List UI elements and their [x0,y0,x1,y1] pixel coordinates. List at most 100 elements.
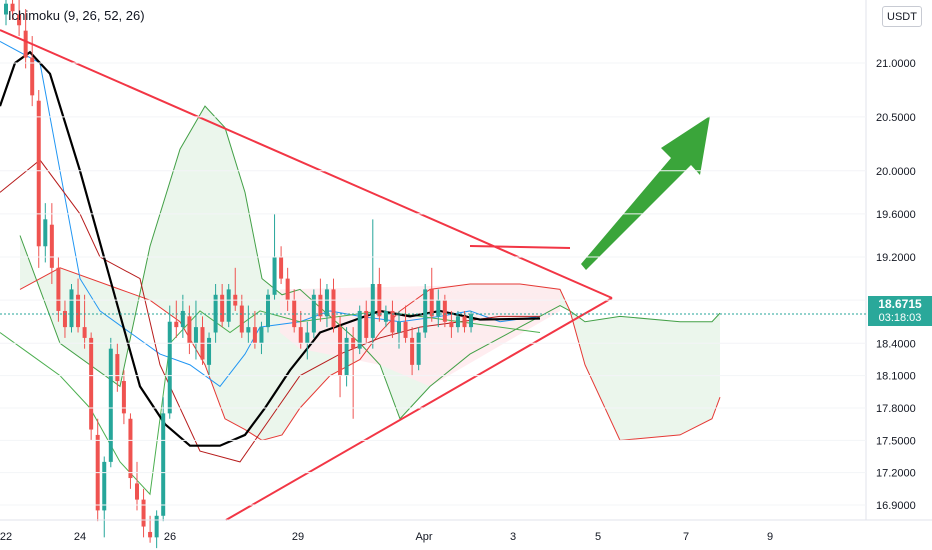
candle-body [161,413,166,516]
x-tick-label: 24 [74,531,86,543]
candle-body [331,289,336,328]
candle-body [442,300,447,322]
y-tick-label: 17.2000 [876,468,916,480]
candle-body [220,294,225,322]
candle-body [69,289,74,328]
y-tick-label: 19.2000 [876,252,916,264]
candle-body [285,278,290,301]
candle-body [449,321,454,328]
candle-body [338,327,343,376]
candle-body [187,316,192,344]
candle-body [36,100,41,247]
candle-body [298,327,303,344]
candle-body [324,289,329,317]
y-tick-label: 16.9000 [876,500,916,512]
x-tick-label: 3 [510,531,516,543]
y-tick-label: 18.4000 [876,338,916,350]
candle-body [259,327,264,344]
candle-body [193,327,198,344]
candle-body [344,337,349,376]
candle-body [23,30,28,58]
candle-body [279,257,284,279]
candle-body [305,332,310,344]
candle-body [89,337,94,430]
leading-span-b [19,267,721,441]
candle-body [10,3,15,12]
y-tick-label: 20.5000 [876,112,916,124]
candle-body [76,294,81,328]
upper-trendline [0,29,613,299]
candle-body [318,294,323,317]
candle-body [423,289,428,333]
candle-body [462,316,467,328]
candle-body [403,321,408,338]
lower-trendline [225,297,613,521]
y-tick-label: 17.5000 [876,435,916,447]
candle-body [17,14,22,26]
candle-body [167,321,172,414]
y-tick-label: 17.8000 [876,403,916,415]
y-tick-label: 18.1000 [876,371,916,383]
candlesticks [4,0,474,549]
y-tick-label: 19.6000 [876,209,916,221]
drawing-annotations [0,29,710,521]
resistance-line [469,245,571,249]
candle-body [252,327,257,344]
y-tick-label: 20.0000 [876,166,916,178]
candle-body [115,354,120,382]
candle-body [4,3,8,15]
candle-body [397,321,401,333]
x-tick-label: 9 [767,531,773,543]
candle-body [148,531,153,538]
x-tick-label: 7 [683,531,689,543]
x-tick-label: 22 [0,531,12,543]
candle-body [82,327,87,338]
candle-body [174,321,179,328]
candle-body [226,289,231,322]
y-tick-label: 21.0000 [876,58,916,70]
candle-body [357,310,362,349]
candle-body [62,310,67,328]
bull-cloud-fill [20,106,720,441]
candle-body [121,381,126,414]
x-tick-label: Apr [415,531,432,543]
candle-body [213,294,218,333]
candle-body [43,219,48,247]
x-tick-label: 5 [595,531,601,543]
candle-body [154,515,159,538]
candle-body [390,310,395,333]
candle-body [135,483,139,500]
candle-body [469,314,474,328]
bar-countdown: 03:18:03 [878,312,922,324]
candle-body [30,57,35,96]
candle-body [370,284,375,338]
candle-body [383,310,388,322]
candle-body [364,310,369,338]
candle-body [239,305,244,333]
candle-body [272,257,277,295]
indicator-legend[interactable]: Ichimoku (9, 26, 52, 26) [8,8,145,23]
candle-body [56,267,61,311]
currency-badge[interactable]: USDT [882,6,922,27]
candle-body [246,327,251,333]
last-price-badge: 18.6715 03:18:03 [868,296,932,326]
bullish-arrow [581,116,710,270]
x-tick-label: 29 [292,531,304,543]
candle-body [266,294,270,328]
candle-body [102,461,107,511]
x-tick-label: 26 [164,531,176,543]
candle-body [416,332,421,365]
candle-body [49,224,54,268]
candle-body [108,348,113,462]
candle-body [436,300,441,317]
candle-body [207,337,212,365]
candle-body [410,337,415,365]
candle-body [128,418,133,479]
candle-body [141,499,146,527]
candle-body [292,300,297,328]
candle-body [455,316,460,328]
candle-body [180,310,185,328]
candle-body [429,289,434,317]
